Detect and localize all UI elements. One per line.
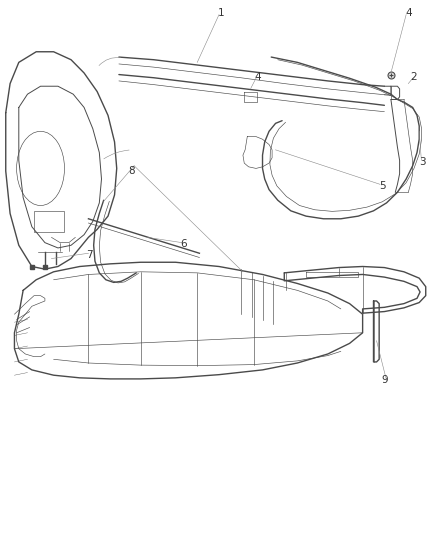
Bar <box>34 211 64 232</box>
Text: 5: 5 <box>379 181 385 191</box>
Text: 6: 6 <box>180 239 187 249</box>
Text: 9: 9 <box>381 375 388 385</box>
Text: 3: 3 <box>419 157 426 166</box>
Text: 1: 1 <box>218 8 225 18</box>
Text: 4: 4 <box>255 71 261 82</box>
Text: 8: 8 <box>129 166 135 176</box>
Text: 4: 4 <box>405 8 412 18</box>
Text: 2: 2 <box>411 71 417 82</box>
Text: 7: 7 <box>86 250 92 260</box>
